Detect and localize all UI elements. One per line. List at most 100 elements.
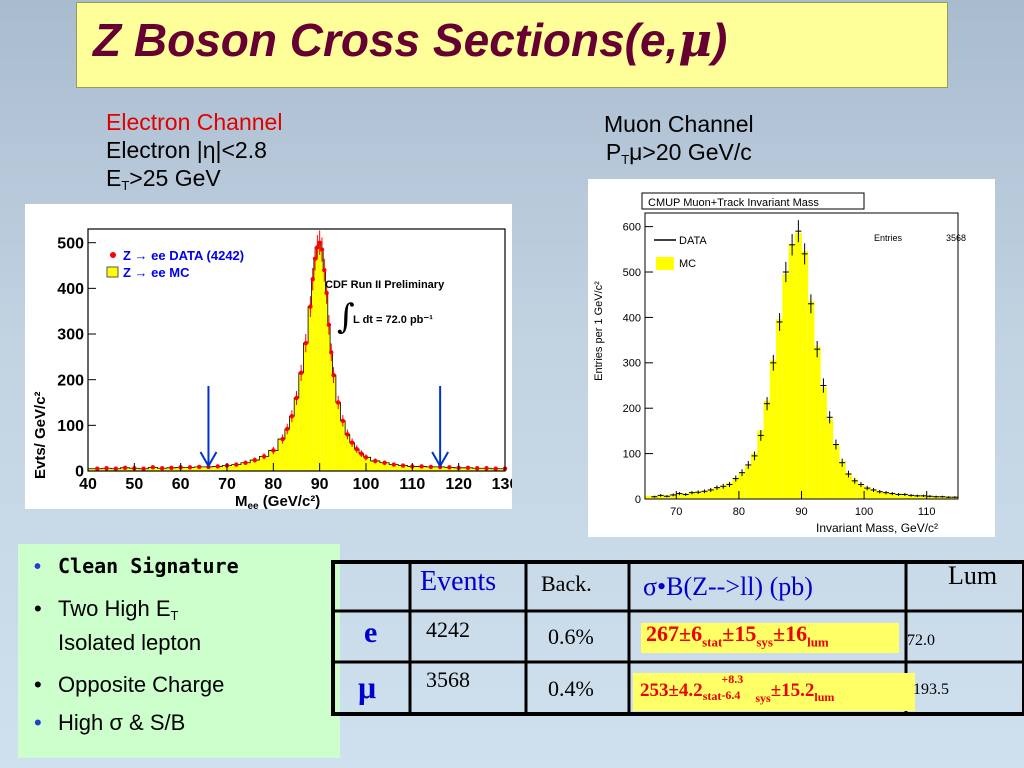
data-point: [349, 438, 355, 448]
data-point: [920, 494, 927, 498]
mc-bar: [757, 430, 764, 499]
data-point: [870, 487, 877, 492]
data-point-marker: [359, 451, 364, 456]
mc-bar: [701, 491, 708, 499]
muon-entries-value: 3568: [946, 233, 966, 243]
data-point-marker: [322, 267, 327, 273]
mc-bar: [250, 460, 260, 471]
data-point: [310, 267, 315, 291]
data-point: [839, 458, 846, 467]
data-point: [751, 451, 758, 461]
data-point-marker: [373, 458, 378, 464]
table-border: [331, 560, 1024, 716]
data-point-marker: [319, 247, 325, 252]
mc-bar: [895, 494, 902, 499]
muon-entries-label: Entries: [874, 233, 903, 243]
data-point: [294, 391, 299, 405]
mc-bar: [870, 489, 877, 499]
data-point-marker: [382, 460, 387, 465]
y-tick-label: 400: [623, 312, 641, 324]
data-point: [308, 296, 313, 318]
header-lum: Lum: [948, 561, 998, 590]
data-point-marker: [400, 463, 406, 468]
plot-frame: [87, 228, 506, 472]
mc-bar: [363, 457, 371, 471]
data-point: [883, 490, 890, 495]
electron-y-axis-label: Evts/ GeV/c²: [32, 391, 49, 479]
data-point: [926, 495, 933, 498]
mc-bar: [320, 249, 324, 471]
data-point: [319, 237, 325, 262]
mc-bar: [389, 464, 399, 471]
data-point: [807, 294, 814, 314]
electron-et-cut: ET>25 GeV: [106, 165, 221, 193]
data-point-marker: [289, 414, 295, 419]
data-point: [757, 430, 764, 441]
x-tick-label: 130: [492, 476, 512, 493]
data-point: [876, 489, 883, 494]
mc-bar: [88, 468, 102, 471]
y-tick-label: 500: [623, 267, 641, 279]
row-e-events: 4242: [426, 617, 470, 642]
data-point: [651, 495, 658, 498]
mc-bar: [745, 466, 752, 499]
data-point: [289, 410, 295, 423]
y-tick-label: 300: [57, 327, 84, 344]
header-events: Events: [420, 566, 497, 597]
data-point: [315, 235, 320, 260]
electron-eta-cut: Electron |η|<2.8: [106, 137, 267, 163]
mc-bar: [876, 491, 883, 499]
data-point-marker: [252, 457, 257, 463]
data-point-marker: [159, 466, 165, 471]
data-point: [113, 466, 119, 471]
data-point: [303, 333, 308, 353]
cut-arrow: [431, 386, 450, 469]
data-point: [159, 466, 165, 471]
data-point: [104, 466, 109, 471]
data-point: [329, 343, 334, 362]
mc-bar: [277, 439, 285, 471]
y-tick-label: 100: [623, 448, 641, 460]
mc-bar: [294, 397, 299, 471]
data-point: [901, 493, 908, 496]
data-point: [354, 445, 359, 453]
title-box: Z Boson Cross Sections(e,μ): [76, 2, 948, 88]
mc-bar: [857, 484, 865, 499]
mc-bar: [323, 270, 326, 471]
data-point: [776, 312, 783, 331]
data-point: [317, 230, 322, 255]
x-tick-label: 110: [918, 506, 936, 518]
mc-bar: [776, 319, 783, 499]
y-tick-label: 0: [635, 494, 641, 506]
data-point-marker: [113, 466, 119, 471]
muon-mass-plot: CMUP Muon+Track Invariant Mass 70 80 90 100…: [588, 179, 995, 537]
data-point-marker: [317, 240, 322, 245]
data-point: [428, 464, 434, 470]
data-point: [695, 490, 702, 494]
data-point: [795, 220, 802, 243]
data-point-marker: [187, 465, 193, 470]
data-point: [682, 493, 689, 496]
electron-annotation-run: CDF Run II Preliminary: [325, 279, 445, 291]
data-point-marker: [271, 448, 276, 453]
electron-annotation-lumi: L dt = 72.0 pb⁻¹: [353, 314, 433, 326]
data-point: [908, 494, 915, 497]
data-point-marker: [326, 322, 332, 328]
cut-arrow: [199, 386, 218, 469]
data-point-marker: [419, 464, 424, 469]
x-tick-label: 50: [125, 476, 143, 493]
y-tick-label: 200: [623, 403, 641, 415]
data-point: [382, 460, 387, 466]
mc-bar: [500, 468, 505, 471]
mc-bar: [345, 434, 350, 471]
header-back: Back.: [541, 571, 592, 596]
mc-bar: [889, 493, 896, 499]
data-point: [373, 458, 378, 464]
data-point: [770, 354, 777, 371]
data-point: [465, 465, 471, 471]
mc-bar: [670, 495, 677, 499]
mc-bar: [814, 346, 821, 499]
row-e-label: e: [364, 616, 378, 649]
data-point: [312, 246, 318, 271]
mc-bar: [901, 494, 908, 499]
